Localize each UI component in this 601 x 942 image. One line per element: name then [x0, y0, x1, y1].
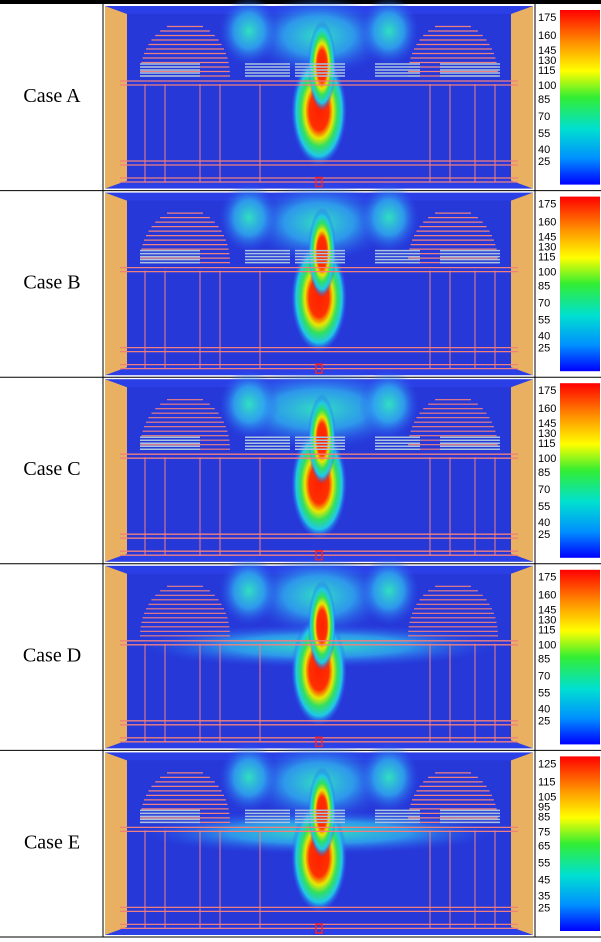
colorbar [560, 570, 600, 745]
plume [308, 21, 336, 111]
case-label: Case C [23, 458, 80, 480]
colorbar-tick-label: 115 [538, 65, 556, 77]
smoke [359, 742, 419, 812]
colorbar-tick-label: 70 [538, 298, 550, 310]
plume [308, 581, 336, 671]
colorbar-tick-label: 160 [538, 590, 556, 602]
colorbar-tick-label: 125 [538, 758, 556, 770]
colorbar [560, 383, 600, 558]
smoke [219, 369, 279, 439]
colorbar-tick-label: 100 [538, 80, 556, 92]
colorbar-tick-label: 55 [538, 128, 550, 140]
colorbar-tick-label: 55 [538, 857, 550, 869]
colorbar-tick-label: 160 [538, 403, 556, 415]
smoke [219, 742, 279, 812]
colorbar-tick-label: 85 [538, 654, 550, 666]
colorbar-tick-label: 175 [538, 572, 556, 584]
colorbar [560, 756, 600, 931]
colorbar-tick-label: 100 [538, 453, 556, 465]
colorbar-tick-label: 115 [538, 776, 556, 788]
colorbar-tick-label: 25 [538, 716, 550, 728]
colorbar-tick-label: 40 [538, 144, 550, 156]
colorbar-tick-label: 100 [538, 640, 556, 652]
case-label: Case A [23, 85, 81, 107]
case-label: Case D [23, 645, 81, 667]
smoke [219, 556, 279, 626]
colorbar-tick-label: 25 [538, 156, 550, 168]
colorbar-tick-label: 75 [538, 826, 550, 838]
figure: Case A1751601451301151008570554025Case B… [0, 0, 601, 942]
colorbar-tick-label: 55 [538, 501, 550, 513]
colorbar-tick-label: 100 [538, 267, 556, 279]
smoke [359, 556, 419, 626]
colorbar-tick-label: 25 [538, 902, 550, 914]
plume [308, 394, 336, 484]
colorbar-tick-label: 70 [538, 671, 550, 683]
colorbar-tick-label: 35 [538, 890, 550, 902]
smoke [219, 183, 279, 253]
colorbar-tick-label: 25 [538, 343, 550, 355]
colorbar-tick-label: 175 [538, 199, 556, 211]
colorbar-tick-label: 40 [538, 704, 550, 716]
colorbar-tick-label: 85 [538, 811, 550, 823]
smoke [359, 369, 419, 439]
colorbar-tick-label: 175 [538, 385, 556, 397]
colorbar-tick-label: 160 [538, 217, 556, 229]
plume [308, 767, 336, 857]
colorbar-tick-label: 25 [538, 529, 550, 541]
colorbar-tick-label: 85 [538, 94, 550, 106]
colorbar-tick-label: 160 [538, 30, 556, 42]
colorbar-tick-label: 45 [538, 874, 550, 886]
colorbar-tick-label: 65 [538, 840, 550, 852]
colorbar-tick-label: 115 [538, 438, 556, 450]
colorbar-tick-label: 40 [538, 517, 550, 529]
colorbar-tick-label: 85 [538, 467, 550, 479]
colorbar [560, 10, 600, 185]
case-label: Case B [23, 271, 80, 293]
colorbar-tick-label: 40 [538, 331, 550, 343]
smoke [359, 183, 419, 253]
colorbar-tick-label: 175 [538, 12, 556, 24]
colorbar [560, 197, 600, 372]
colorbar-tick-label: 115 [538, 625, 556, 637]
colorbar-tick-label: 55 [538, 315, 550, 327]
colorbar-tick-label: 85 [538, 281, 550, 293]
plume [308, 208, 336, 298]
case-label: Case E [24, 831, 80, 853]
colorbar-tick-label: 115 [538, 252, 556, 264]
colorbar-tick-label: 55 [538, 688, 550, 700]
colorbar-tick-label: 70 [538, 111, 550, 123]
colorbar-tick-label: 70 [538, 484, 550, 496]
